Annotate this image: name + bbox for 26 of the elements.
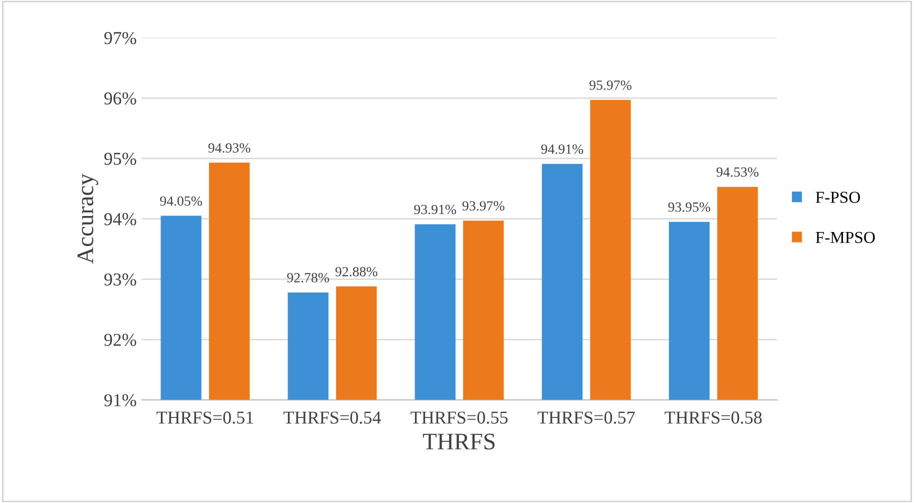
x-tick-label: THRFS=0.54 [284,412,381,424]
y-tick-label: 91% [104,394,136,406]
data-label: 93.91% [414,204,456,214]
x-tick-label: THRFS=0.58 [664,412,762,424]
data-label: 93.95% [668,202,710,212]
y-tick-label: 97% [104,32,136,44]
data-label: 92.88% [335,266,378,276]
y-tick-label: 95% [104,152,136,165]
data-label: 94.91% [541,144,584,154]
legend-label: F-MPSO [816,232,875,244]
data-label: 93.97% [462,201,504,211]
y-tick-label: 93% [104,273,136,286]
y-tick-label: 96% [104,92,136,105]
y-tick-label: 94% [104,213,136,226]
data-label: 94.05% [160,196,202,206]
data-label: 94.53% [716,167,758,177]
data-label: 92.78% [287,273,330,282]
y-axis-title: Accuracy [77,174,98,264]
data-label: 95.97% [590,80,632,90]
x-tick-label: THRFS=0.57 [538,412,635,424]
x-axis-title: THRFS [422,434,495,450]
legend-label: F-PSO [816,192,860,203]
y-tick-label: 92% [104,334,136,346]
x-tick-label: THRFS=0.51 [156,412,254,424]
data-label: 94.93% [208,143,250,153]
x-tick-label: THRFS=0.55 [410,412,508,424]
